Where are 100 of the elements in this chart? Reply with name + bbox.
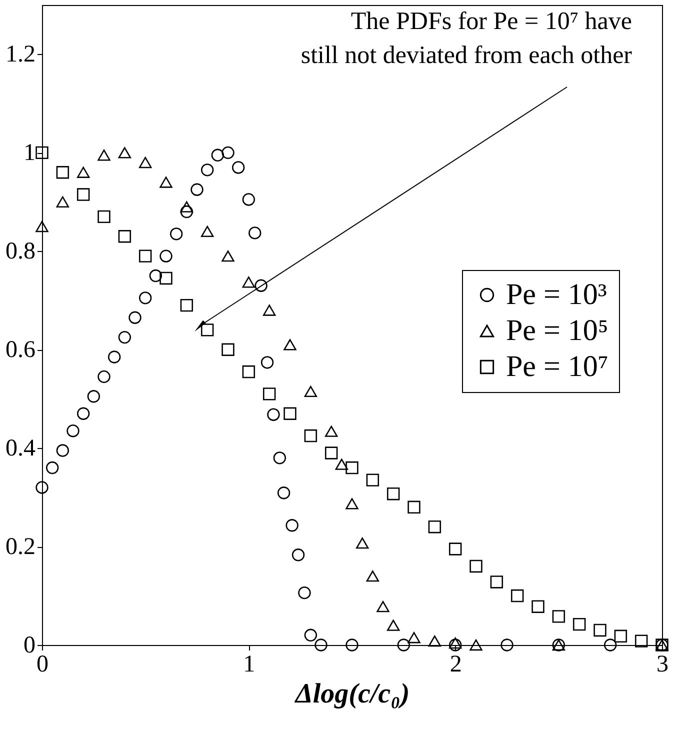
point	[242, 193, 256, 206]
point	[267, 408, 280, 421]
point	[108, 350, 121, 364]
point	[284, 339, 296, 350]
point	[242, 365, 256, 378]
point	[262, 388, 276, 400]
point	[200, 164, 214, 176]
annotation: The PDFs for Pe = 10⁷ have still not deviated from each other	[300, 8, 633, 69]
point	[66, 424, 80, 438]
point	[284, 407, 296, 420]
y-tick-label: 0.4	[6, 436, 36, 462]
y-tick-label: 0.2	[6, 534, 36, 560]
point	[428, 520, 442, 534]
point	[366, 474, 380, 486]
point	[346, 461, 358, 474]
point	[286, 519, 298, 532]
point	[56, 444, 70, 457]
point	[304, 628, 318, 642]
point	[76, 166, 90, 178]
point	[160, 272, 172, 285]
point	[304, 386, 318, 398]
point	[346, 638, 358, 652]
legend-label: Pe = 10⁵	[506, 314, 608, 347]
point	[200, 226, 214, 238]
point	[324, 446, 338, 460]
point	[335, 458, 348, 470]
point	[222, 146, 234, 160]
point	[614, 630, 628, 642]
point	[76, 188, 90, 201]
point	[118, 330, 132, 344]
point	[128, 311, 142, 324]
point	[448, 542, 462, 556]
point	[397, 638, 410, 652]
point	[232, 161, 245, 174]
point	[470, 639, 482, 651]
point	[149, 269, 162, 282]
point	[222, 343, 234, 356]
point	[138, 250, 152, 262]
point	[572, 618, 586, 631]
point	[138, 292, 152, 304]
point	[180, 201, 194, 212]
point	[594, 624, 606, 637]
point	[386, 620, 400, 631]
x-tick-label: 1	[243, 652, 256, 678]
x-tick-label: 3	[656, 652, 668, 678]
point	[170, 228, 183, 240]
point	[87, 390, 100, 403]
y-tick-label: 1	[24, 140, 36, 166]
point	[56, 196, 70, 208]
point	[448, 638, 462, 652]
y-tick-label: 0.6	[6, 337, 36, 364]
point	[277, 486, 290, 500]
point	[470, 560, 482, 573]
point	[304, 429, 318, 442]
point	[292, 548, 305, 562]
point	[248, 226, 262, 240]
point	[634, 634, 648, 648]
point	[552, 610, 566, 623]
point	[604, 638, 617, 652]
y-tick-label: 0.8	[6, 238, 36, 265]
x-tick-label: 2	[450, 652, 462, 678]
point	[160, 176, 172, 188]
point	[356, 538, 369, 549]
point	[324, 426, 338, 437]
point	[273, 452, 286, 464]
point	[386, 488, 400, 500]
point	[262, 304, 276, 316]
point	[346, 498, 358, 510]
point	[98, 370, 110, 384]
point	[510, 589, 524, 602]
point	[36, 481, 48, 494]
point	[448, 637, 462, 649]
x-axis-title: Δlog(c/c₀)	[294, 678, 410, 710]
point	[46, 461, 59, 474]
point	[98, 150, 110, 161]
point	[490, 576, 504, 588]
point	[190, 183, 204, 196]
point	[366, 570, 380, 582]
point	[242, 276, 256, 288]
point	[180, 298, 194, 312]
point	[56, 166, 70, 179]
y-tick-label: 0	[24, 632, 36, 658]
point	[36, 220, 48, 232]
point	[118, 147, 132, 158]
point	[211, 148, 224, 162]
point	[428, 635, 442, 647]
point	[76, 407, 90, 420]
point	[376, 601, 390, 612]
point	[222, 250, 234, 262]
point	[254, 279, 268, 292]
point	[160, 250, 172, 262]
point	[98, 210, 110, 224]
point	[298, 586, 311, 600]
point	[260, 356, 274, 369]
point	[532, 600, 544, 613]
point	[314, 638, 328, 652]
legend-label: Pe = 10⁷	[506, 350, 608, 383]
point	[408, 500, 420, 514]
point	[200, 324, 214, 336]
point	[138, 156, 152, 168]
